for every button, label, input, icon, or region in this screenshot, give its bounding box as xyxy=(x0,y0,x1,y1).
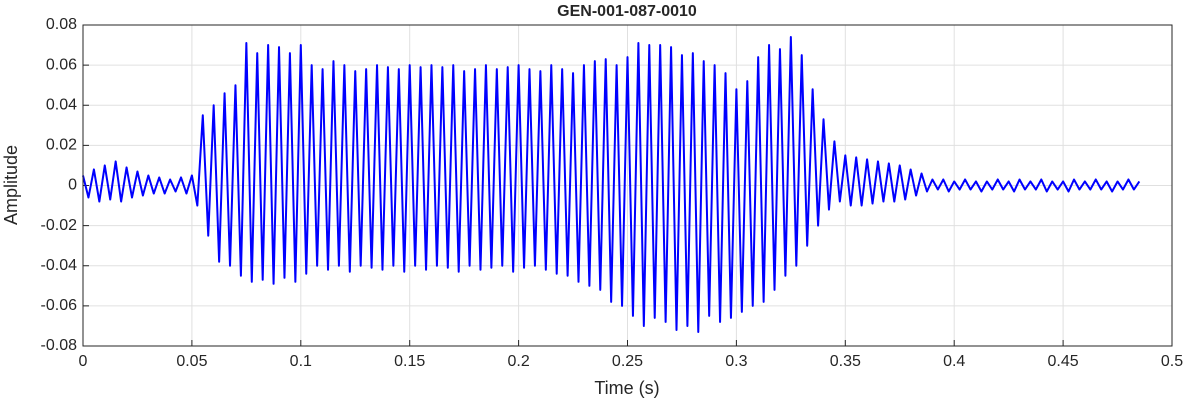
y-tick-label: 0.04 xyxy=(46,96,77,113)
x-tick-label: 0.4 xyxy=(943,353,965,370)
y-tick-label: 0.02 xyxy=(46,137,77,154)
y-tick-label: 0.08 xyxy=(46,16,77,33)
x-tick-label: 0.2 xyxy=(507,353,529,370)
waveform-line xyxy=(82,36,1141,333)
x-tick-label: 0.15 xyxy=(394,353,425,370)
y-tick-label: -0.08 xyxy=(41,337,78,354)
x-tick-label: 0.45 xyxy=(1048,353,1079,370)
y-tick-label: -0.06 xyxy=(41,297,78,314)
x-tick-label: 0 xyxy=(79,353,88,370)
x-tick-label: 0.5 xyxy=(1161,353,1183,370)
chart-title: GEN-001-087-0010 xyxy=(557,3,697,20)
x-tick-label: 0.35 xyxy=(830,353,861,370)
y-tick-label: -0.02 xyxy=(41,217,78,234)
y-tick-label: 0 xyxy=(68,177,77,194)
x-tick-label: 0.05 xyxy=(176,353,207,370)
y-tick-label: 0.06 xyxy=(46,56,77,73)
x-tick-label: 0.1 xyxy=(290,353,312,370)
x-axis-label: Time (s) xyxy=(594,378,659,398)
y-tick-label: -0.04 xyxy=(41,257,78,274)
x-tick-label: 0.3 xyxy=(725,353,747,370)
x-tick-label: 0.25 xyxy=(612,353,643,370)
plot-border xyxy=(82,24,1173,347)
y-axis-label: Amplitude xyxy=(1,145,21,225)
